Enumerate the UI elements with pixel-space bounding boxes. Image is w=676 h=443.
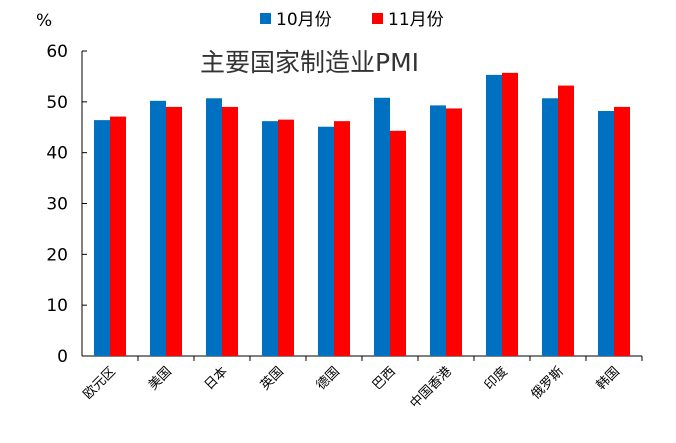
- y-tick-label: 60: [46, 42, 68, 62]
- bar-oct-9: [598, 110, 614, 356]
- bar-nov-6: [446, 108, 462, 356]
- legend-label-nov: 11月份: [388, 10, 444, 30]
- bar-nov-5: [390, 130, 406, 356]
- bar-nov-0: [110, 116, 126, 356]
- x-category-label: 欧元区: [81, 364, 119, 402]
- y-axis-unit-label: %: [36, 11, 52, 31]
- bar-nov-9: [614, 106, 630, 357]
- legend-swatch-nov: [372, 13, 383, 24]
- x-category-label: 韩国: [594, 364, 623, 393]
- y-tick-label: 40: [46, 144, 68, 164]
- x-category-label: 德国: [314, 364, 343, 393]
- legend-swatch-oct: [260, 13, 271, 24]
- bar-nov-7: [502, 72, 518, 356]
- x-category-label: 中国香港: [407, 364, 454, 411]
- bar-nov-1: [166, 106, 182, 357]
- bar-nov-3: [278, 119, 294, 356]
- legend: 10月份 11月份: [260, 10, 444, 30]
- bar-oct-6: [430, 105, 446, 357]
- legend-label-oct: 10月份: [276, 10, 332, 30]
- x-category-label: 俄罗斯: [529, 364, 567, 402]
- x-category-label: 日本: [202, 364, 231, 393]
- x-category-label: 美国: [146, 364, 175, 393]
- y-tick-label: 20: [46, 245, 68, 265]
- bar-oct-3: [262, 121, 278, 357]
- x-category-label: 印度: [481, 364, 511, 394]
- x-category-label: 英国: [258, 364, 287, 393]
- y-tick-label: 30: [46, 195, 68, 215]
- bar-nov-2: [222, 106, 238, 357]
- y-tick-label: 50: [46, 93, 68, 113]
- bar-oct-5: [374, 97, 390, 357]
- bars: [94, 72, 630, 357]
- bar-oct-1: [150, 100, 166, 356]
- bar-oct-8: [542, 98, 558, 357]
- chart-title: 主要国家制造业PMI: [200, 48, 419, 77]
- x-category-label: 巴西: [370, 364, 399, 393]
- y-tick-label: 0: [57, 347, 68, 367]
- bar-oct-7: [486, 74, 502, 357]
- bar-oct-2: [206, 98, 222, 357]
- bar-nov-4: [334, 121, 350, 357]
- bar-oct-0: [94, 120, 110, 356]
- bar-oct-4: [318, 126, 334, 356]
- y-tick-label: 10: [46, 296, 68, 316]
- bar-nov-8: [558, 85, 574, 357]
